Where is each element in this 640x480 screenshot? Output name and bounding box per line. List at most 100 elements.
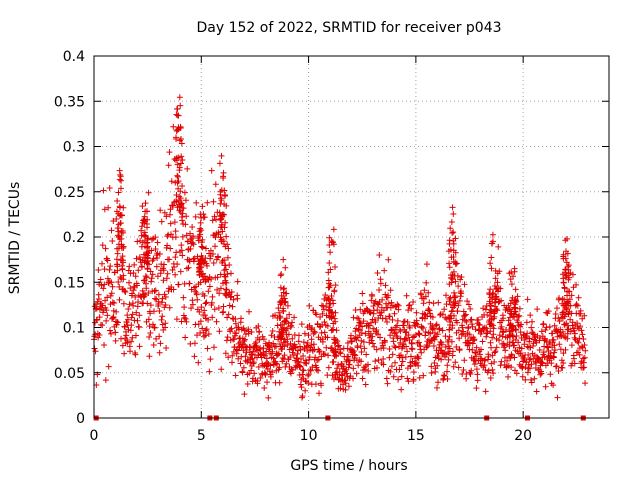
data-point	[487, 374, 494, 381]
data-point	[210, 260, 217, 267]
data-point	[499, 328, 506, 335]
data-point	[163, 275, 170, 282]
data-point	[467, 370, 474, 377]
data-point	[311, 328, 318, 335]
data-point-spike	[331, 288, 338, 295]
data-point	[246, 308, 253, 315]
data-point	[276, 309, 283, 316]
data-point	[197, 279, 204, 286]
data-point	[95, 334, 102, 341]
data-point	[253, 346, 260, 353]
data-point	[364, 361, 371, 368]
data-point	[321, 351, 328, 358]
data-point	[491, 358, 498, 365]
data-point-spike	[488, 316, 495, 323]
data-point	[208, 276, 215, 283]
data-point	[101, 206, 108, 213]
x-tick-label: 5	[197, 428, 206, 444]
data-point	[439, 311, 446, 318]
data-point	[575, 294, 582, 301]
data-point	[441, 372, 448, 379]
data-point	[210, 344, 217, 351]
data-point	[389, 351, 396, 358]
data-point-spike	[564, 250, 571, 257]
data-point	[122, 288, 129, 295]
data-point-spike	[326, 300, 333, 307]
data-point-spike	[143, 208, 150, 215]
data-point	[156, 251, 163, 258]
data-point	[456, 297, 463, 304]
data-point	[323, 344, 330, 351]
data-point	[250, 359, 257, 366]
data-point	[551, 349, 558, 356]
data-point	[135, 267, 142, 274]
data-point	[496, 332, 503, 339]
data-point	[222, 291, 229, 298]
data-point	[524, 296, 531, 303]
data-point	[538, 328, 545, 335]
data-point-spike	[560, 253, 567, 260]
data-point	[408, 305, 415, 312]
data-point	[398, 373, 405, 380]
x-tick-label: 15	[407, 428, 425, 444]
data-point-spike	[196, 272, 203, 279]
data-point-spike	[114, 250, 121, 257]
data-point	[371, 343, 378, 350]
data-point	[289, 335, 296, 342]
data-point	[174, 261, 181, 268]
data-point	[361, 366, 368, 373]
data-point-spike	[199, 236, 206, 243]
data-point	[287, 353, 294, 360]
data-point	[204, 345, 211, 352]
data-point	[209, 250, 216, 257]
y-tick-label: 0.3	[63, 140, 85, 156]
data-point-spike	[330, 320, 337, 327]
data-point-spike	[331, 340, 338, 347]
data-point	[355, 315, 362, 322]
data-point-spike	[281, 318, 288, 325]
data-point	[422, 293, 429, 300]
data-point	[370, 325, 377, 332]
data-point	[140, 291, 147, 298]
data-point	[366, 322, 373, 329]
data-point	[526, 338, 533, 345]
data-point	[367, 309, 374, 316]
data-point-spike	[142, 232, 149, 239]
data-point	[373, 346, 380, 353]
data-point	[430, 300, 437, 307]
data-point	[168, 178, 175, 185]
data-point	[390, 338, 397, 345]
data-point-spike	[559, 271, 566, 278]
data-point-spike	[198, 257, 205, 264]
data-point	[473, 353, 480, 360]
data-point	[468, 367, 475, 374]
data-point-spike	[277, 333, 284, 340]
data-point	[461, 357, 468, 364]
data-point-spike	[492, 275, 499, 282]
data-point	[155, 298, 162, 305]
data-point	[178, 242, 185, 249]
data-point	[184, 165, 191, 172]
data-point	[284, 341, 291, 348]
data-point	[413, 309, 420, 316]
data-point	[394, 301, 401, 308]
data-point	[446, 345, 453, 352]
data-point	[420, 325, 427, 332]
data-point-spike	[452, 249, 459, 256]
data-point	[571, 327, 578, 334]
data-point	[193, 291, 200, 298]
data-point	[146, 353, 153, 360]
data-point	[362, 381, 369, 388]
data-point-spike	[197, 219, 204, 226]
data-point	[423, 279, 430, 286]
data-point	[303, 342, 310, 349]
data-point	[446, 333, 453, 340]
data-point	[528, 379, 535, 386]
data-point	[527, 312, 534, 319]
data-point	[384, 380, 391, 387]
data-point	[217, 285, 224, 292]
data-point	[337, 385, 344, 392]
data-point	[512, 367, 519, 374]
data-point-spike	[512, 308, 519, 315]
data-point	[455, 327, 462, 334]
